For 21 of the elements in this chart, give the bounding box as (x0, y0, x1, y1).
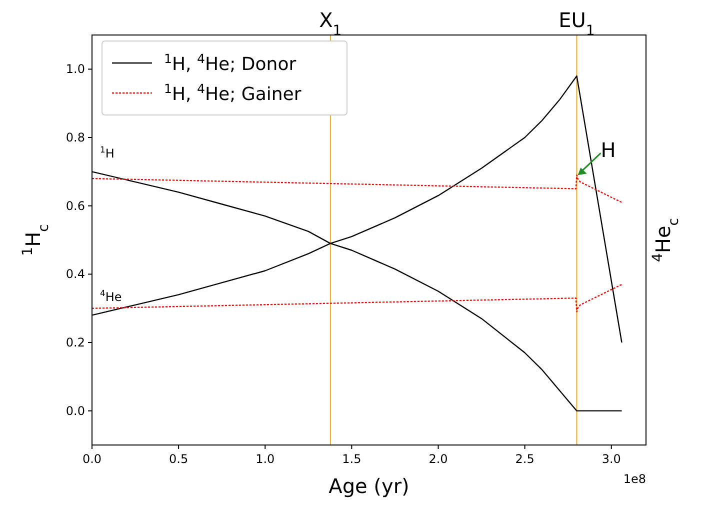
line-series (91, 284, 622, 312)
annotation: $^{1}$H (100, 144, 114, 161)
x-axis-title: Age (yr) (328, 474, 410, 498)
annotation: $^{4}$He (100, 288, 122, 304)
y-tick-label: 1.0 (66, 62, 85, 76)
x-tick-label: 0.5 (169, 452, 188, 466)
y-tick-label: 0.4 (66, 267, 85, 282)
x-tick-label: 1.5 (342, 452, 362, 466)
legend-label: $^{1}$H, $^{4}$He; Gainer (164, 80, 302, 105)
annotation: H (600, 138, 616, 162)
x-tick-label: 3.0 (602, 452, 621, 466)
x-tick-label: 1.0 (256, 452, 275, 466)
x-tick-label: 2.5 (515, 452, 534, 466)
text: 1e8 (623, 472, 646, 486)
legend-label: $^{1}$H, $^{4}$He; Donor (164, 50, 297, 75)
x-tick-label: 2.0 (428, 452, 448, 466)
y-tick-label: 0.0 (66, 404, 85, 418)
y-tick-label: 0.2 (66, 336, 85, 350)
y-tick-label: 0.6 (66, 198, 85, 213)
x-tick-label: 0.0 (82, 452, 102, 466)
y-tick-label: 0.8 (66, 130, 85, 144)
